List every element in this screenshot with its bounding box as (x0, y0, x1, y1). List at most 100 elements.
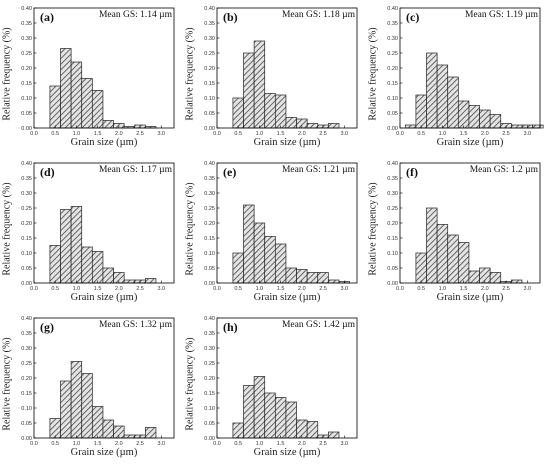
mean-grain-size: Mean GS: 1.17 µm (98, 165, 172, 175)
y-tick-label: 0.25 (204, 206, 215, 212)
y-tick-label: 0.00 (21, 281, 32, 287)
x-tick-label: 0.0 (30, 441, 38, 447)
x-tick-label: 2.5 (136, 131, 144, 137)
histogram-bar (436, 224, 449, 284)
x-tick-label: 1.5 (94, 286, 102, 292)
x-axis-label: Grain size (µm) (253, 292, 321, 303)
histogram-bar (468, 105, 480, 129)
x-tick-label: 0.5 (417, 286, 425, 292)
y-tick-label: 0.35 (204, 176, 215, 182)
y-tick-label: 0.30 (21, 346, 32, 352)
x-tick-label: 2.5 (319, 131, 327, 137)
y-tick-label: 0.30 (387, 191, 398, 197)
panel-a: Relative frequency (%) 0.0 0.5 1.0 1.5 2.0 2.… (0, 0, 180, 155)
histogram-bar (264, 392, 276, 439)
histogram-bar (415, 252, 427, 284)
x-tick-label: 1.0 (256, 441, 264, 447)
x-tick-label: 2.0 (115, 286, 123, 292)
y-tick-label: 0.15 (21, 236, 32, 242)
y-tick-label: 0.10 (21, 406, 32, 412)
histogram-bar (511, 279, 523, 284)
histogram-bar (102, 267, 114, 284)
x-tick-label: 2.0 (481, 286, 489, 292)
bar-chart-c: 0.0 0.5 1.0 1.5 2.0 2.5 3.0 0.00 0.05 0.10 0.15 0.2… (387, 6, 544, 137)
y-tick-label: 0.00 (204, 436, 215, 442)
y-tick-label: 0.00 (21, 126, 32, 132)
histogram-bar (328, 431, 340, 439)
y-tick-label: 0.15 (204, 391, 215, 397)
y-tick-label: 0.00 (204, 126, 215, 132)
x-tick-label: 0.5 (51, 286, 59, 292)
histogram-bar (81, 78, 93, 129)
y-tick-label: 0.10 (387, 251, 398, 257)
x-tick-label: 0.5 (234, 286, 242, 292)
panel-e: Relative frequency (%) 0.0 0.5 1.0 1.5 2.0 2.… (183, 155, 363, 310)
panel-label: (e) (223, 165, 237, 179)
x-tick-label: 0.0 (396, 286, 404, 292)
histogram-bar (232, 252, 244, 284)
x-tick-label: 1.0 (256, 131, 264, 137)
histogram-bar (123, 279, 136, 284)
histogram-bar (285, 401, 297, 439)
y-tick-label: 0.05 (387, 111, 398, 117)
y-tick-label: 0.40 (387, 161, 398, 167)
histogram-bar (285, 267, 297, 284)
panel-f: Relative frequency (%) 0.0 0.5 1.0 1.5 2.0 2.… (366, 155, 546, 310)
x-tick-label: 0.0 (213, 441, 221, 447)
x-axis-label: Grain size (µm) (436, 292, 504, 303)
histogram-bar (60, 48, 72, 129)
y-tick-label: 0.25 (21, 206, 32, 212)
y-tick-label: 0.30 (387, 36, 398, 42)
y-tick-label: 0.35 (387, 176, 398, 182)
histogram-bar (232, 97, 244, 129)
mean-grain-size: Mean GS: 1.2 µm (469, 165, 538, 175)
histogram-bar (49, 245, 61, 284)
histogram-bar (70, 206, 83, 284)
histogram-bar (81, 246, 93, 284)
mean-grain-size: Mean GS: 1.19 µm (464, 10, 538, 20)
x-tick-label: 2.0 (481, 131, 489, 137)
panel-h: Relative frequency (%) 0.0 0.5 1.0 1.5 2.0 2.… (183, 310, 363, 465)
histogram-bar (70, 61, 83, 129)
x-axis-label: Grain size (µm) (436, 137, 504, 148)
histogram-bar (328, 123, 340, 129)
histogram-bar (49, 85, 61, 129)
x-tick-label: 0.5 (234, 441, 242, 447)
x-tick-label: 1.0 (73, 441, 81, 447)
y-tick-label: 0.25 (387, 206, 398, 212)
y-tick-label: 0.15 (387, 236, 398, 242)
histogram-bar (91, 406, 104, 439)
x-axis-label: Grain size (µm) (253, 137, 321, 148)
histogram-bar (274, 94, 287, 129)
y-tick-label: 0.15 (204, 81, 215, 87)
x-tick-label: 0.5 (234, 131, 242, 137)
x-tick-label: 2.5 (136, 441, 144, 447)
y-tick-label: 0.30 (204, 36, 215, 42)
histogram-bar (479, 109, 491, 129)
bar-chart-f: 0.0 0.5 1.0 1.5 2.0 2.5 3.0 0.00 0.05 0.10 0.15 0.2… (387, 161, 541, 292)
panel-label: (g) (40, 320, 54, 334)
y-tick-label: 0.25 (21, 361, 32, 367)
panel-label: (h) (223, 320, 238, 334)
x-tick-label: 2.0 (298, 286, 306, 292)
y-tick-label: 0.20 (21, 376, 32, 382)
histogram-bar (404, 124, 417, 129)
bar-chart-g: 0.0 0.5 1.0 1.5 2.0 2.5 3.0 0.00 0.05 0.10 0.15 0.2… (21, 316, 175, 447)
y-tick-label: 0.40 (21, 316, 32, 322)
y-tick-label: 0.15 (21, 81, 32, 87)
bar-chart-b: 0.0 0.5 1.0 1.5 2.0 2.5 3.0 0.00 0.05 0.10 0.15 0.2… (204, 6, 358, 137)
histogram-bar (447, 234, 459, 284)
x-tick-label: 2.0 (298, 131, 306, 137)
histogram-bar (511, 124, 523, 129)
histogram-bar (253, 376, 266, 439)
x-tick-label: 2.0 (115, 441, 123, 447)
y-tick-label: 0.05 (204, 266, 215, 272)
histogram-bar (243, 385, 255, 439)
y-tick-label: 0.05 (387, 266, 398, 272)
histogram-bar (426, 207, 438, 284)
x-tick-label: 2.5 (319, 441, 327, 447)
y-tick-label: 0.25 (204, 361, 215, 367)
panel-d: Relative frequency (%) 0.0 0.5 1.0 1.5 2.0 2.… (0, 155, 180, 310)
panel-c: Relative frequency (%) 0.0 0.5 1.0 1.5 2.0 2.… (366, 0, 546, 155)
